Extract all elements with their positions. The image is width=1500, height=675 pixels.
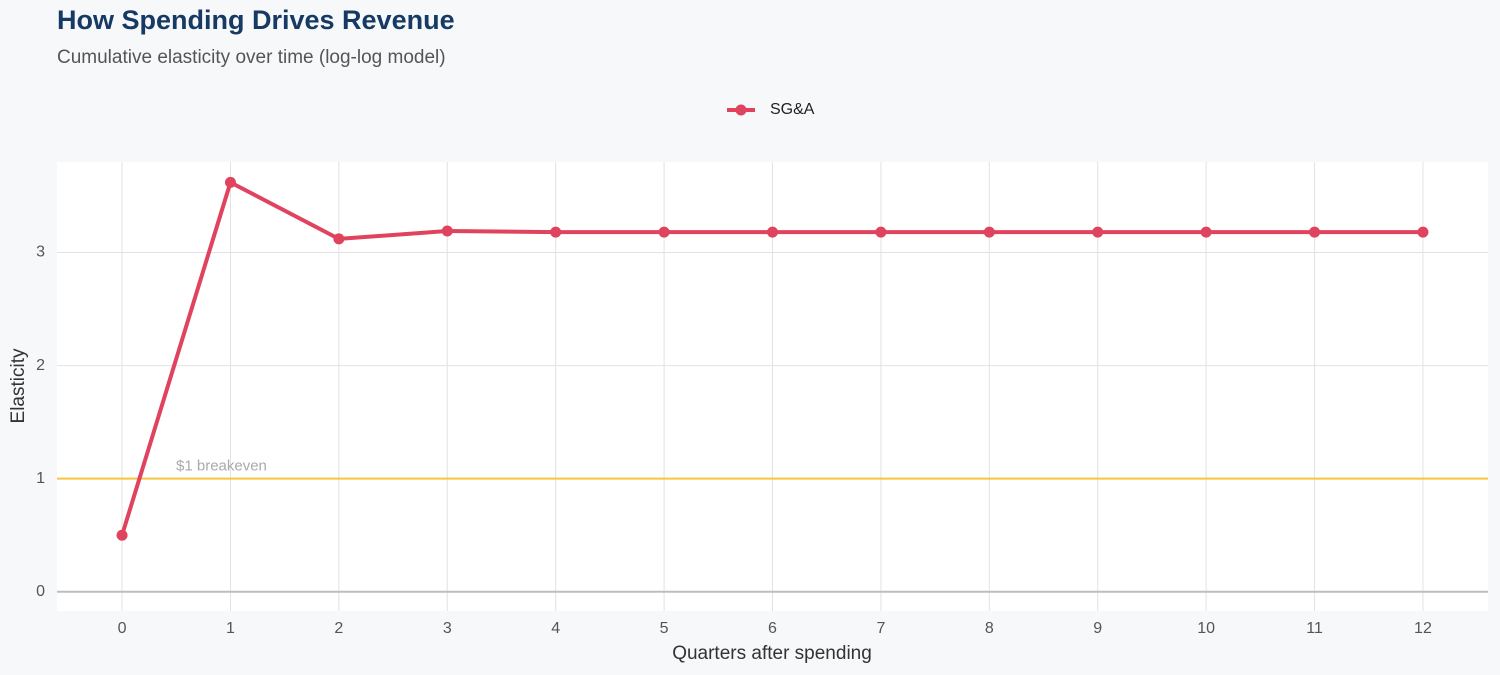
x-tick-label: 4 (551, 620, 560, 637)
data-point (658, 226, 670, 238)
data-point (1092, 226, 1104, 238)
x-tick-label: 8 (985, 620, 994, 637)
x-tick-label: 1 (226, 620, 235, 637)
data-point (983, 226, 995, 238)
chart-title: How Spending Drives Revenue (57, 5, 455, 35)
data-point (1200, 226, 1212, 238)
x-tick-label: 9 (1093, 620, 1102, 637)
x-tick-label: 2 (334, 620, 343, 637)
x-tick-label: 3 (443, 620, 452, 637)
y-tick-label: 0 (36, 583, 45, 600)
chart-subtitle: Cumulative elasticity over time (log-log… (57, 47, 446, 68)
y-axis-label: Elasticity (8, 348, 29, 423)
y-tick-label: 1 (36, 470, 45, 487)
data-point (116, 529, 128, 541)
data-point (875, 226, 887, 238)
x-tick-label: 5 (660, 620, 669, 637)
x-tick-label: 0 (118, 620, 127, 637)
x-tick-label: 10 (1197, 620, 1215, 637)
legend-label: SG&A (770, 101, 815, 118)
legend-marker (735, 104, 747, 116)
reference-label: $1 breakeven (176, 458, 267, 475)
data-point (441, 225, 453, 237)
y-tick-label: 2 (36, 357, 45, 374)
data-point (1417, 226, 1429, 238)
x-tick-label: 7 (876, 620, 885, 637)
x-tick-label: 12 (1414, 620, 1432, 637)
y-tick-label: 3 (36, 244, 45, 261)
data-point (224, 176, 236, 188)
x-axis-label: Quarters after spending (672, 643, 872, 664)
data-point (333, 233, 345, 245)
x-tick-label: 11 (1306, 620, 1323, 637)
data-point (550, 226, 562, 238)
data-point (767, 226, 778, 238)
x-tick-label: 6 (768, 620, 777, 637)
data-point (1309, 226, 1321, 238)
